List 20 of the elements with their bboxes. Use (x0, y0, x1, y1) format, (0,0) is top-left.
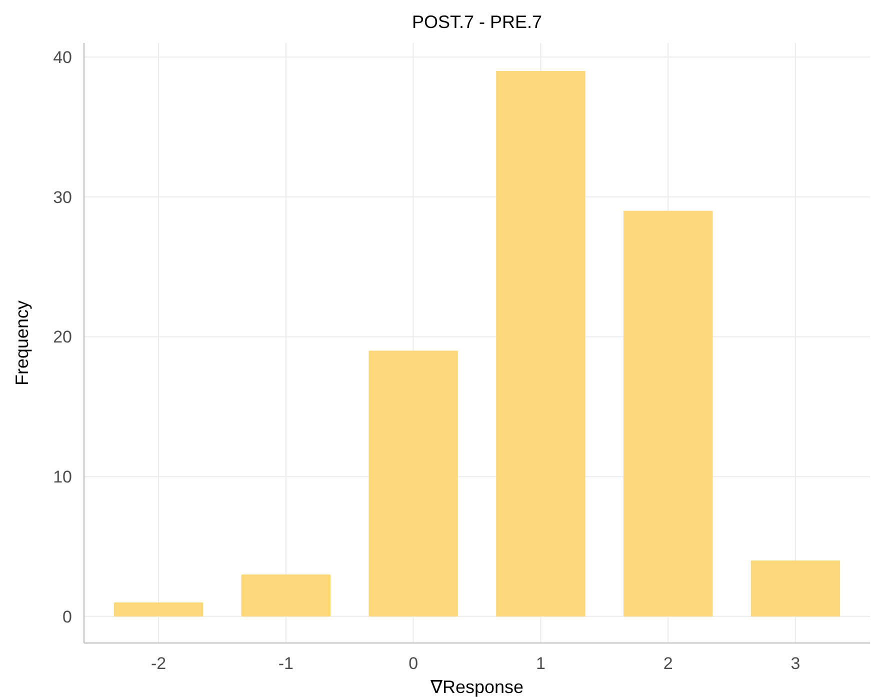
bar (624, 210, 713, 616)
x-tick-label: 3 (790, 654, 800, 673)
x-tick-label: -2 (150, 654, 166, 673)
y-tick-label: 30 (53, 188, 72, 207)
x-tick-label: 0 (408, 654, 418, 673)
bar (241, 574, 330, 616)
y-tick-label: 20 (53, 328, 72, 347)
y-tick-label: 0 (62, 607, 72, 626)
bar (114, 602, 204, 616)
y-tick-label: 40 (53, 48, 72, 67)
bar (750, 560, 840, 616)
y-axis-title: Frequency (12, 300, 32, 386)
x-tick-label: 1 (536, 654, 546, 673)
x-axis-title: ∇Response (429, 677, 524, 697)
chart-title: POST.7 - PRE.7 (412, 12, 542, 32)
bar (368, 350, 458, 616)
bar (496, 70, 586, 616)
x-tick-label: 2 (663, 654, 673, 673)
x-tick-label: -1 (278, 654, 294, 673)
y-tick-label: 10 (53, 468, 72, 487)
